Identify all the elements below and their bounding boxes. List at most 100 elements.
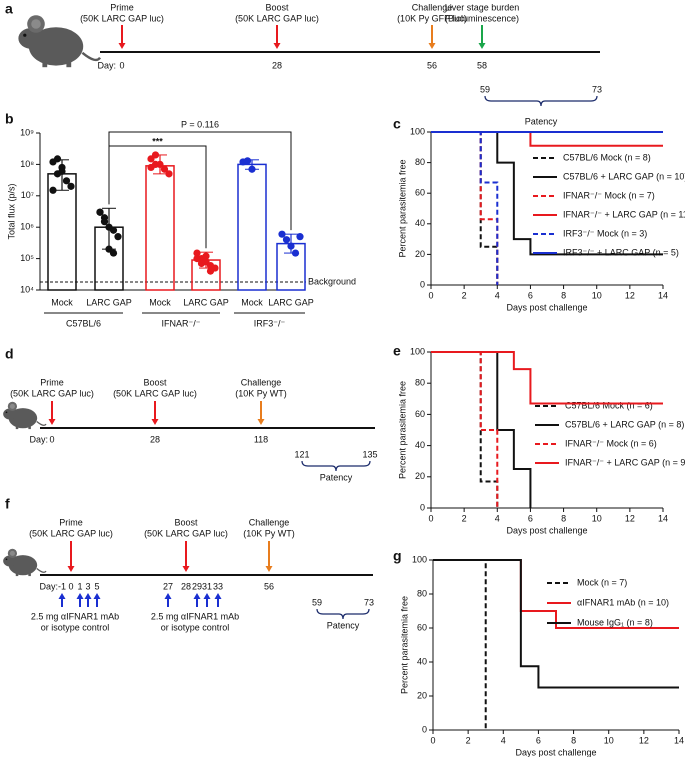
day: 5 (94, 581, 99, 591)
day: 0 (119, 60, 124, 70)
data-point (243, 157, 252, 165)
panel-label: d (5, 346, 14, 362)
x-tick-label: LARC GAP (86, 297, 132, 307)
event-detail: (10K Py WT) (243, 528, 295, 538)
data-point (282, 236, 291, 244)
bar (237, 163, 267, 291)
event-detail: (10K Py GFP luc) (397, 13, 467, 23)
data-point (58, 167, 66, 175)
y-tick-label: 80 (415, 157, 425, 167)
y-axis-title: Percent parasitemia free (397, 159, 407, 257)
data-point (206, 267, 215, 275)
data-point (193, 255, 201, 263)
x-tick-label: Mock (51, 297, 73, 307)
day: 27 (163, 581, 173, 591)
arrow-head (203, 593, 211, 599)
mouse-icon (2, 548, 47, 577)
y-axis-title: Percent parasitemia free (399, 596, 409, 694)
x-axis-title: Days post challenge (506, 525, 587, 535)
background-label: Background (308, 276, 356, 286)
y-tick-label: 0 (420, 279, 425, 289)
survival-line (433, 559, 679, 689)
data-point (296, 233, 304, 241)
day: 56 (427, 60, 437, 70)
patency: Patency (320, 472, 353, 482)
x-tick-label: 10 (592, 513, 602, 523)
x-tick-label: 0 (428, 513, 433, 523)
data-point (151, 151, 160, 159)
x-tick-label: 2 (462, 513, 467, 523)
arrow-head (118, 43, 126, 49)
legend-label: Mock (n = 7) (577, 577, 627, 587)
y-tick-label: 20 (415, 249, 425, 259)
legend-label: IFNAR⁻/⁻ Mock (n = 6) (565, 438, 657, 448)
y-tick-label: 10⁷ (21, 190, 34, 200)
event-title: Boost (265, 2, 289, 12)
day: 135 (362, 449, 377, 459)
patency: Patency (327, 620, 360, 630)
panel-label: f (5, 496, 10, 512)
patency: Patency (525, 116, 558, 126)
arrow-head (76, 593, 84, 599)
arrow-head (193, 593, 201, 599)
treatment-note: or isotype control (41, 622, 110, 632)
brace (301, 460, 371, 472)
data-point (67, 182, 75, 190)
legend-label: IRF3⁻/⁻ Mock (n = 3) (563, 228, 647, 238)
y-tick-label: 80 (415, 378, 425, 388)
survival-line (431, 351, 499, 508)
brace (484, 95, 598, 107)
day-label: Day: (39, 581, 58, 591)
panel-label: g (393, 548, 402, 564)
x-tick-label: 8 (561, 290, 566, 300)
event-title: Boost (143, 377, 167, 387)
day: 56 (264, 581, 274, 591)
x-tick-label: 14 (658, 513, 668, 523)
data-point (53, 155, 62, 163)
survival-line (433, 559, 487, 730)
y-tick-label: 0 (422, 724, 427, 734)
data-point (248, 165, 256, 173)
x-tick-label: 14 (674, 735, 684, 745)
mouse-icon (2, 401, 47, 430)
day: 28 (272, 60, 282, 70)
legend-label: IFNAR⁻/⁻ Mock (n = 7) (563, 190, 655, 200)
event-detail: (10K Py WT) (235, 388, 287, 398)
y-tick-label: 100 (412, 554, 427, 564)
arrow-head (58, 593, 66, 599)
x-tick-label: 0 (428, 290, 433, 300)
x-tick-label: LARC GAP (183, 297, 229, 307)
arrow-head (164, 593, 172, 599)
event-detail: (50K LARC GAP luc) (235, 13, 319, 23)
x-tick-label: Mock (241, 297, 263, 307)
panel-label: e (393, 343, 401, 359)
event-title: Prime (59, 517, 83, 527)
y-tick-label: 40 (415, 218, 425, 228)
arrow-head (182, 566, 190, 572)
day: 28 (181, 581, 191, 591)
event-detail: (50K LARC GAP luc) (29, 528, 113, 538)
survival-line (431, 131, 499, 285)
data-point (109, 226, 118, 234)
legend-label: IFNAR⁻/⁻ + LARC GAP (n = 9) (565, 457, 685, 467)
day: 73 (592, 84, 602, 94)
survival-line (431, 131, 499, 285)
event-title: Boost (174, 517, 198, 527)
data-point (96, 208, 104, 216)
event-detail: (50K LARC GAP luc) (10, 388, 94, 398)
arrow-head (93, 593, 101, 599)
event-title: Challenge (412, 2, 453, 12)
event-title: Liver stage burden (445, 2, 520, 12)
group-label: IFNAR⁻/⁻ (161, 318, 200, 328)
bar (145, 165, 175, 291)
brace (316, 608, 370, 620)
x-tick-label: 4 (495, 290, 500, 300)
x-tick-label: 4 (501, 735, 506, 745)
data-point (287, 242, 295, 250)
treatment-note: 2.5 mg αIFNAR1 mAb (31, 611, 119, 621)
arrow-head (478, 43, 486, 49)
y-tick-label: 10⁴ (20, 284, 34, 294)
day: 0 (68, 581, 73, 591)
data-point (202, 252, 210, 260)
data-point (49, 186, 57, 194)
